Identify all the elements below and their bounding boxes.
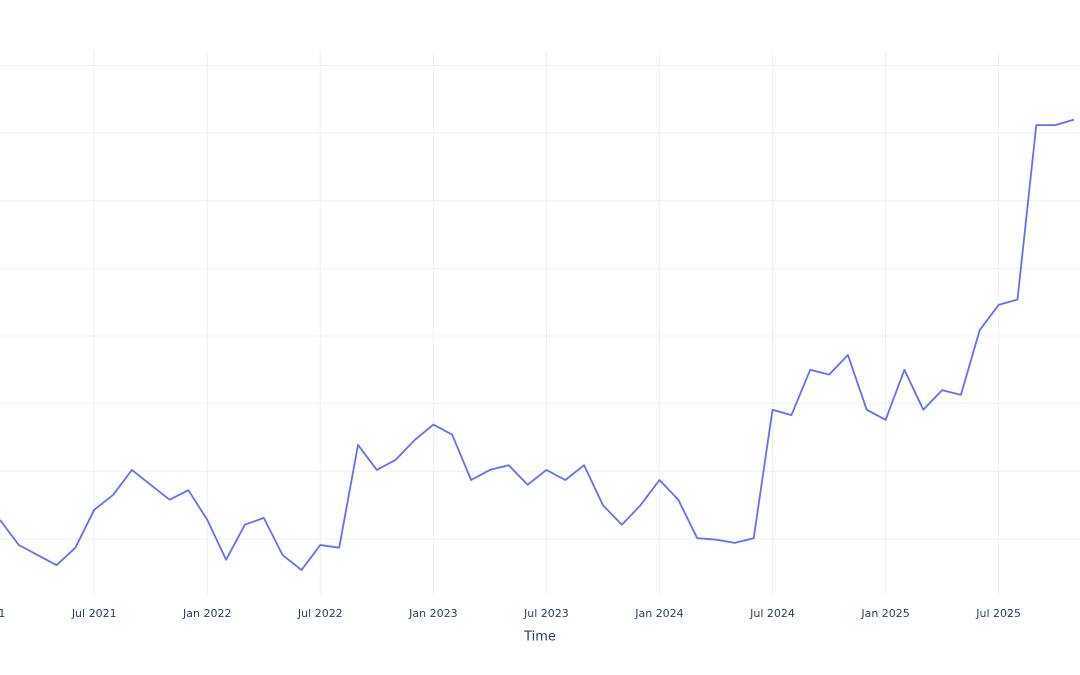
x-axis-title: Time [523,630,556,645]
x-tick-label: Jul 2024 [749,607,795,620]
x-tick-label: Jan 2024 [634,607,683,620]
x-tick-label: Jan 2021 [0,607,5,620]
x-tick-label: Jan 2023 [408,607,457,620]
x-tick-label: Jan 2025 [860,607,909,620]
x-tick-label: Jul 2022 [297,607,343,620]
x-tick-label: Jul 2021 [71,607,117,620]
x-tick-label: Jan 2022 [182,607,231,620]
x-tick-label: Jul 2023 [523,607,569,620]
line-series [0,118,1075,571]
x-tick-label: Jul 2025 [975,607,1021,620]
